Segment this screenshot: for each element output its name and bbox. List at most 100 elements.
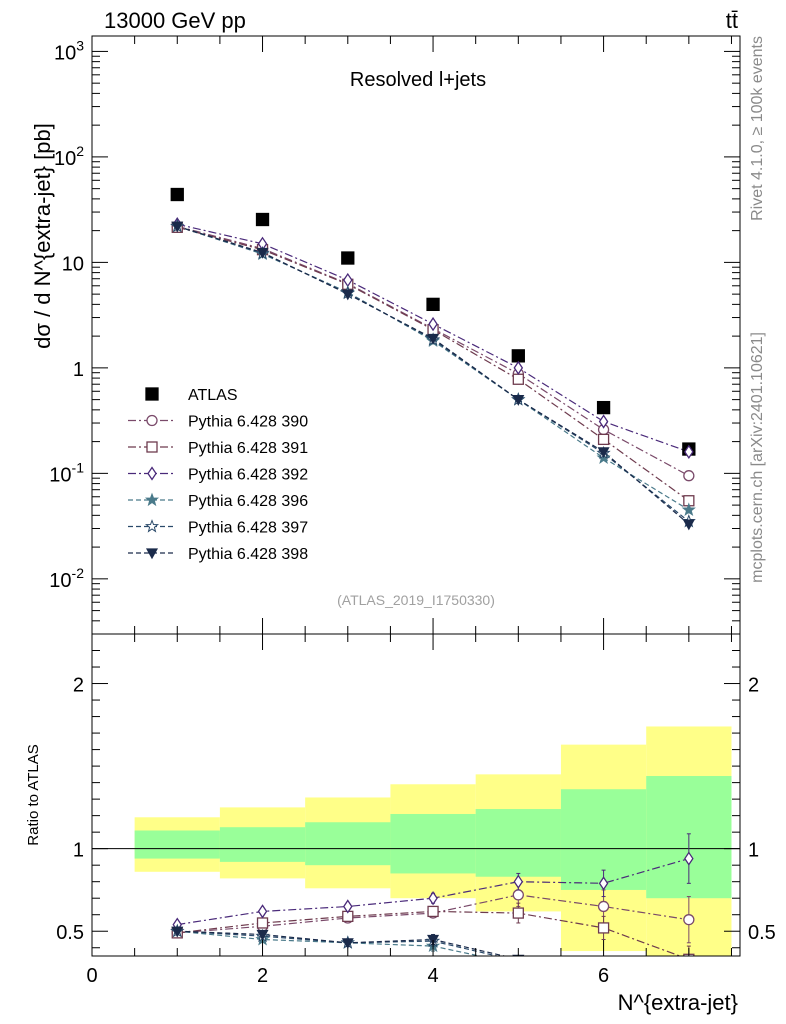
y-tick-label-ratio: 1: [73, 840, 84, 862]
data-point-s6-4: [512, 395, 525, 406]
rivet-version-label: Rivet 4.1.0, ≥ 100k events: [749, 36, 766, 221]
ratio-point-s0-4: [512, 889, 524, 901]
y-tick-label-ratio-right: 2: [748, 675, 759, 697]
legend-marker-0: [145, 387, 159, 401]
legend-label-3: Pythia 6.428 392: [188, 467, 308, 484]
x-tick-label: 0: [86, 965, 97, 987]
legend-label-5: Pythia 6.428 397: [188, 520, 308, 537]
ratio-point-s5-0: [171, 926, 184, 938]
data-point-s6-1: [256, 247, 269, 259]
ratio-point-s2-4: [513, 874, 524, 889]
process-label: tt̄: [726, 8, 738, 33]
y-tick-label-ratio-right: 0.5: [748, 922, 776, 944]
y-tick-label-main: 1: [73, 359, 84, 381]
data-point-s3-6: [684, 444, 694, 459]
legend-marker-5: [144, 519, 160, 533]
x-tick-label: 2: [257, 965, 268, 987]
svg-text:dσ / d N^{extra-jet} [pb]: dσ / d N^{extra-jet} [pb]: [30, 123, 55, 349]
ratio-point-s0-5: [597, 900, 610, 913]
legend-label-6: Pythia 6.428 398: [188, 546, 308, 563]
ratio-point-s2-3: [428, 891, 438, 906]
legend-marker-4: [144, 492, 160, 507]
ratio-point-s1-5: [597, 922, 610, 934]
data-point-s3-5: [598, 414, 609, 429]
analysis-tag: (ATLAS_2019_I1750330): [337, 592, 495, 608]
ratio-panel-frame: [91, 633, 741, 957]
data-point-s0-0: [170, 187, 184, 202]
data-point-s6-3: [427, 333, 440, 345]
stat-band-bin-0: [134, 830, 220, 859]
stat-band-bin-4: [475, 809, 561, 877]
data-point-s6-6: [682, 519, 695, 531]
y-tick-label-main: 10-2: [49, 565, 84, 592]
ratio-point-s5-3: [427, 934, 440, 946]
ratio-point-s2-1: [257, 904, 268, 919]
data-point-s0-3: [426, 297, 440, 312]
energy-label: 13000 GeV pp: [104, 8, 246, 33]
data-point-s2-5: [597, 433, 610, 446]
ratio-point-s3-6: [683, 972, 694, 983]
data-point-s6-2: [341, 289, 354, 301]
ratio-point-s4-4: [517, 953, 520, 956]
data-point-s0-2: [341, 251, 355, 265]
main-panel: 10-2 10-1 1 10 102 103 Resolved l+jets (ATLAS…: [30, 35, 741, 635]
ratio-point-s5-6: [684, 973, 694, 982]
x-axis-label: N^{extra-jet}: [618, 990, 738, 1015]
ratio-point-s1-3: [427, 905, 439, 918]
ratio-point-s2-5: [598, 876, 609, 891]
y-tick-label-main: 10: [62, 253, 84, 275]
stat-band-bin-2: [305, 822, 391, 866]
data-point-s1-6: [683, 470, 695, 482]
ratio-point-s5-2: [341, 938, 354, 950]
ratio-point-s3-4: [513, 958, 524, 969]
ratio-point-s1-1: [256, 917, 269, 929]
plot-title: Resolved l+jets: [350, 69, 486, 91]
ylabel-main: dσ / d N^{extra-jet} [pb]: [30, 123, 55, 349]
legend-marker-6: [145, 548, 159, 560]
x-tick-label: 6: [598, 965, 609, 987]
uncertainty-bands: [92, 726, 740, 956]
data-point-s3-4: [513, 360, 524, 376]
mcplots-label: mcplots.cern.ch [arXiv:2401.10621]: [749, 332, 766, 583]
data-point-s0-1: [255, 212, 270, 227]
ratio-panel: 0.5 0.5 1 1 2 2 0 2 4 6 Ratio to ATLAS N^{extra-j…: [25, 633, 776, 1015]
data-point-s6-0: [171, 221, 184, 233]
x-tick-label: 4: [427, 965, 438, 987]
legend-marker-2: [146, 441, 158, 453]
main-y-axis-label: dσ / d N^{extra-jet} [pb]: [30, 123, 55, 349]
ratio-point-s0-6: [683, 914, 695, 926]
ratio-point-s5-1: [256, 929, 269, 941]
y-tick-label-main: 102: [54, 143, 84, 170]
ratio-point-s2-2: [343, 899, 353, 914]
data-point-s2-4: [512, 373, 524, 385]
main-panel-axes: 10-2 10-1 1 10 102 103: [49, 36, 740, 635]
data-point-s3-3: [428, 316, 438, 332]
data-point-s6-5: [597, 447, 610, 459]
series-line-1: [177, 225, 690, 477]
ratio-point-s4-6: [683, 972, 694, 983]
y-tick-label-ratio-right: 1: [748, 840, 759, 862]
y-tick-label-ratio: 0.5: [56, 922, 84, 944]
ratio-panel-axes: 0.5 0.5 1 1 2 2 0 2 4 6: [56, 634, 776, 987]
data-point-s0-4: [511, 349, 525, 363]
data-point-s0-5: [596, 400, 611, 415]
stat-band-bin-3: [390, 813, 476, 874]
main-panel-frame: [91, 35, 741, 635]
y-tick-label-main: 103: [54, 37, 84, 64]
legend-label-2: Pythia 6.428 391: [188, 440, 308, 457]
ratio-point-s1-4: [512, 907, 524, 919]
stat-band-bin-1: [219, 827, 306, 862]
legend-label-1: Pythia 6.428 390: [188, 414, 308, 431]
legend-marker-1: [146, 414, 158, 427]
legend-label-0: ATLAS: [188, 387, 238, 404]
legend: ATLAS Pythia 6.428 390 Pythia 6.428 391 Pyt…: [128, 387, 308, 563]
y-tick-label-main: 10-1: [49, 459, 84, 486]
ratio-point-s2-6: [684, 851, 694, 866]
legend-marker-3: [147, 466, 157, 481]
legend-label-4: Pythia 6.428 396: [188, 493, 308, 510]
ratio-y-axis-label: Ratio to ATLAS: [25, 744, 42, 845]
data-point-s4-6: [681, 502, 696, 517]
y-tick-label-ratio: 2: [73, 675, 84, 697]
main-panel-data: [170, 187, 696, 531]
